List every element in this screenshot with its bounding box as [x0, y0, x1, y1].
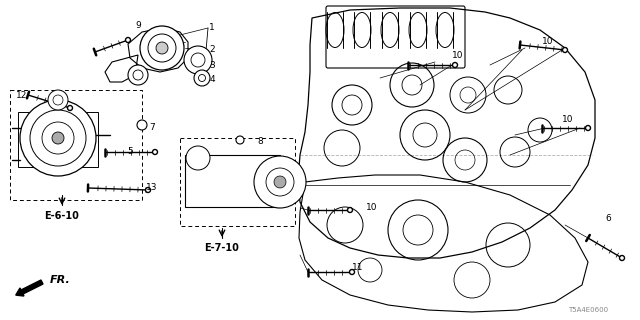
Circle shape — [67, 106, 72, 110]
Bar — [180, 138, 295, 226]
Circle shape — [563, 47, 568, 52]
Circle shape — [620, 255, 625, 260]
Circle shape — [274, 176, 286, 188]
Text: 1: 1 — [209, 23, 215, 33]
Bar — [185, 155, 280, 207]
Circle shape — [20, 100, 96, 176]
Circle shape — [156, 42, 168, 54]
Circle shape — [137, 120, 147, 130]
Circle shape — [348, 207, 353, 212]
Circle shape — [254, 156, 306, 208]
Circle shape — [194, 70, 210, 86]
Circle shape — [452, 62, 458, 68]
Circle shape — [52, 132, 64, 144]
Text: 13: 13 — [147, 183, 157, 193]
Text: 3: 3 — [209, 60, 215, 69]
Circle shape — [586, 125, 591, 131]
Bar — [10, 90, 142, 200]
Text: 7: 7 — [149, 124, 155, 132]
Text: 10: 10 — [366, 204, 378, 212]
Text: 6: 6 — [605, 213, 611, 222]
Text: 5: 5 — [127, 148, 133, 156]
Text: 4: 4 — [209, 76, 215, 84]
Circle shape — [145, 188, 150, 193]
Text: E-7-10: E-7-10 — [205, 243, 239, 253]
Text: 10: 10 — [542, 37, 554, 46]
Text: 10: 10 — [563, 116, 573, 124]
Circle shape — [140, 26, 184, 70]
Text: 2: 2 — [209, 45, 215, 54]
Circle shape — [236, 136, 244, 144]
Circle shape — [128, 65, 148, 85]
Text: 9: 9 — [135, 20, 141, 29]
Text: 12: 12 — [16, 91, 28, 100]
Circle shape — [125, 37, 131, 43]
Text: T5A4E0600: T5A4E0600 — [568, 307, 608, 313]
Circle shape — [349, 269, 355, 275]
Circle shape — [186, 146, 210, 170]
Text: 8: 8 — [257, 138, 263, 147]
Text: 11: 11 — [352, 263, 364, 273]
Bar — [18, 112, 98, 167]
Text: 10: 10 — [452, 51, 464, 60]
FancyArrow shape — [16, 280, 43, 296]
Circle shape — [48, 90, 68, 110]
Circle shape — [184, 46, 212, 74]
Text: FR.: FR. — [50, 275, 71, 285]
Text: E-6-10: E-6-10 — [45, 211, 79, 221]
Circle shape — [152, 149, 157, 155]
